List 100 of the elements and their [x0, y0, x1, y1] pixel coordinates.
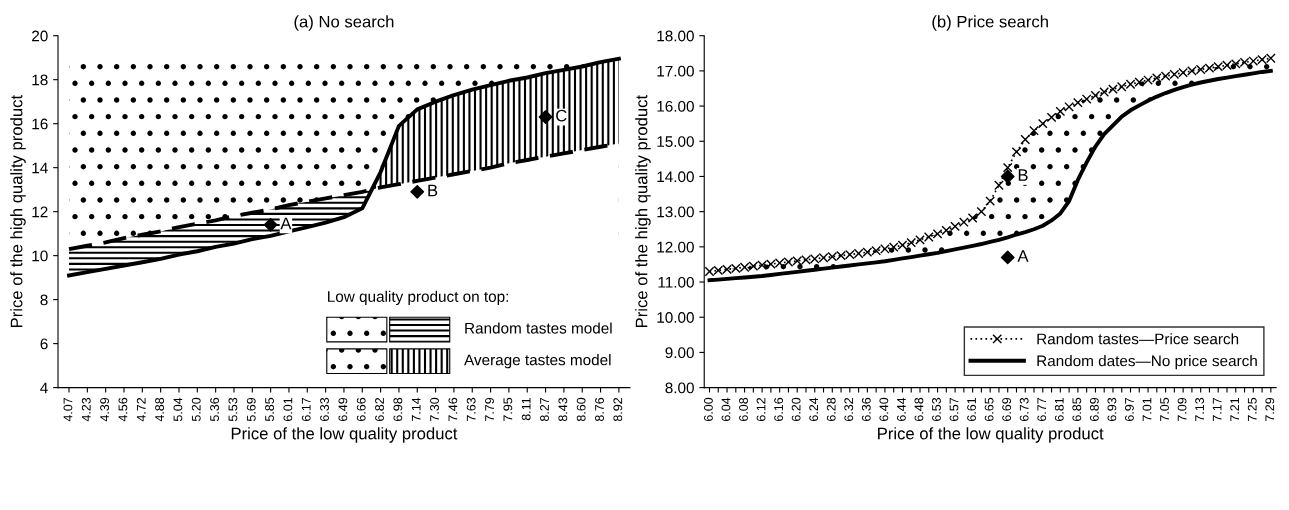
x-tick-label: 6.24: [809, 397, 819, 422]
legend-label: Random dates—No price search: [1037, 355, 1257, 370]
y-tick-label: 10.00: [657, 312, 694, 323]
x-axis-title: Price of the low quality product: [231, 427, 458, 443]
x-tick-label: 6.04: [721, 397, 731, 422]
x-tick-label: 6.98: [393, 397, 403, 422]
x-tick-label: 5.04: [173, 397, 183, 422]
chart-title: (b) Price search: [932, 15, 1048, 31]
y-tick-label: 12.00: [657, 241, 694, 253]
annotation: B: [1018, 169, 1028, 181]
x-tick-label: 5.53: [228, 397, 238, 422]
x-tick-label: 4.72: [136, 397, 146, 422]
x-tick-label: 6.20: [791, 397, 801, 422]
x-tick-label: 7.14: [411, 397, 421, 422]
annotation: Low quality product on top:: [328, 290, 508, 305]
x-tick-label: 6.66: [356, 397, 366, 422]
x-tick-label: 8.11: [521, 397, 531, 421]
x-tick-label: 7.79: [485, 397, 494, 422]
y-tick-label: 14: [32, 162, 48, 174]
x-tick-label: 6.00: [704, 397, 713, 422]
x-tick-label: 6.81: [1054, 397, 1064, 422]
x-tick-label: 6.33: [320, 397, 329, 422]
x-tick-label: 6.61: [967, 397, 976, 422]
x-tick-label: 4.88: [155, 397, 165, 422]
x-tick-label: 6.17: [301, 397, 311, 422]
annotation: A: [1017, 250, 1029, 262]
x-tick-label: 4.23: [81, 397, 91, 422]
x-tick-label: 4.56: [118, 397, 128, 422]
x-tick-label: 6.82: [375, 397, 384, 422]
y-tick-label: 12: [32, 206, 48, 218]
x-tick-label: 7.21: [1230, 397, 1239, 422]
x-tick-label: 6.12: [756, 397, 766, 422]
x-tick-label: 6.53: [932, 397, 941, 422]
y-tick-label: 16.00: [657, 100, 694, 112]
y-tick-label: 4: [40, 382, 48, 394]
y-tick-label: 8.00: [665, 382, 694, 394]
y-axis-title: Price of the high quality product: [635, 95, 651, 328]
y-tick-label: 6: [40, 338, 48, 350]
y-tick-label: 9.00: [665, 347, 694, 359]
chart-title: (a) No search: [294, 15, 394, 31]
x-tick-label: 7.05: [1160, 397, 1169, 422]
y-tick-label: 16: [32, 118, 48, 130]
annotation: Average tastes model: [464, 354, 611, 369]
x-tick-label: 7.17: [1212, 397, 1222, 422]
x-tick-label: 8.92: [613, 397, 623, 422]
x-tick-label: 6.57: [949, 397, 959, 422]
x-tick-label: 7.30: [430, 397, 439, 422]
annotation: B: [428, 184, 438, 197]
x-tick-label: 6.89: [1089, 397, 1099, 422]
x-tick-label: 8.27: [540, 397, 549, 422]
legend-label: Random tastes—Price search: [1037, 333, 1239, 345]
x-tick-label: 5.20: [191, 397, 201, 422]
x-tick-label: 6.08: [739, 397, 748, 422]
annotation: C: [556, 109, 567, 122]
y-tick-label: 18: [32, 74, 48, 86]
x-tick-label: 6.36: [861, 397, 871, 422]
x-tick-label: 6.73: [1019, 397, 1029, 422]
x-tick-label: 6.69: [1002, 397, 1012, 422]
x-tick-label: 6.49: [338, 397, 348, 422]
x-tick-label: 8.60: [576, 397, 586, 422]
x-tick-label: 6.65: [984, 397, 994, 422]
x-tick-label: 6.48: [914, 397, 924, 422]
y-tick-label: 13.00: [657, 206, 694, 218]
y-tick-label: 20: [32, 30, 48, 42]
annotation: A: [280, 217, 292, 230]
x-tick-label: 7.13: [1195, 397, 1205, 422]
y-tick-label: 14.00: [657, 171, 694, 183]
x-tick-label: 7.95: [503, 397, 513, 422]
x-tick-label: 6.44: [896, 397, 906, 422]
y-tick-label: 8: [40, 294, 48, 306]
x-tick-label: 6.32: [844, 397, 854, 422]
x-tick-label: 5.85: [265, 397, 274, 422]
x-tick-label: 7.63: [466, 397, 476, 422]
x-tick-label: 6.28: [826, 397, 836, 422]
x-tick-label: 6.85: [1072, 397, 1082, 422]
x-tick-label: 7.29: [1265, 397, 1275, 422]
y-axis-title: Price of the high quality product: [10, 95, 26, 328]
x-tick-label: 8.43: [558, 397, 568, 422]
x-tick-label: 4.39: [100, 397, 110, 422]
annotation: Random tastes model: [465, 322, 612, 334]
x-tick-label: 6.77: [1037, 397, 1047, 422]
x-tick-label: 6.16: [774, 397, 784, 422]
x-tick-label: 6.01: [283, 397, 293, 422]
x-tick-label: 5.69: [246, 397, 256, 422]
x-tick-label: 6.93: [1107, 397, 1117, 422]
x-tick-label: 6.97: [1125, 397, 1134, 422]
x-tick-label: 6.40: [879, 397, 889, 422]
x-tick-label: 8.76: [595, 397, 604, 422]
x-tick-label: 7.46: [448, 397, 458, 422]
x-tick-label: 4.07: [63, 397, 73, 422]
x-tick-label: 7.25: [1247, 397, 1257, 422]
y-tick-label: 15.00: [657, 136, 694, 147]
y-tick-label: 18.00: [657, 30, 694, 42]
x-tick-label: 5.36: [210, 397, 219, 422]
y-tick-label: 17.00: [657, 65, 694, 77]
y-tick-label: 10: [32, 250, 48, 262]
y-tick-label: 11.00: [658, 276, 694, 288]
x-tick-label: 7.09: [1177, 397, 1187, 422]
x-tick-label: 7.01: [1142, 397, 1152, 422]
x-axis-title: Price of the low quality product: [878, 427, 1104, 443]
